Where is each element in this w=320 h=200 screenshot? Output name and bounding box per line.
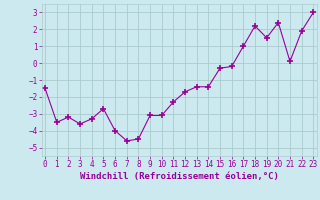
X-axis label: Windchill (Refroidissement éolien,°C): Windchill (Refroidissement éolien,°C) bbox=[80, 172, 279, 181]
